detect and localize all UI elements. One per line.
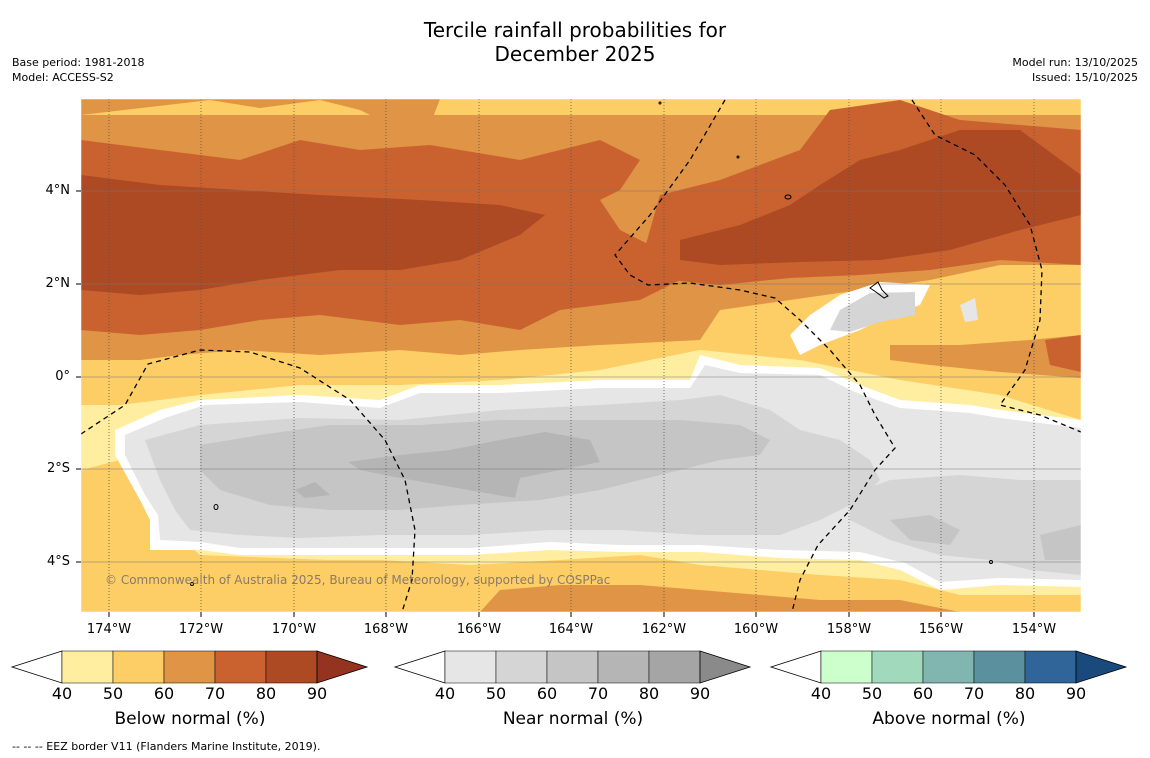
colorbar-swatch xyxy=(922,650,975,684)
region-below-70 xyxy=(81,100,1081,335)
region-near-50-east xyxy=(850,475,1081,575)
model-run: Model run: 13/10/2025 xyxy=(1012,56,1138,69)
region-near-60-east xyxy=(890,515,960,545)
region-below-80 xyxy=(81,130,1081,295)
colorbar-tick: 60 xyxy=(153,684,175,703)
colorbar-tick: 60 xyxy=(912,684,934,703)
colorbar-swatch xyxy=(648,650,701,684)
map-frame xyxy=(80,98,1082,613)
title-line-2: December 2025 xyxy=(494,42,656,66)
colorbar-tick: 40 xyxy=(810,684,832,703)
colorbar-tick: 70 xyxy=(587,684,609,703)
issued-date: Issued: 15/10/2025 xyxy=(1031,71,1138,84)
colorbar-swatch xyxy=(61,650,114,684)
region-near-70-b xyxy=(295,482,330,498)
lon-label: 164°W xyxy=(548,622,594,637)
region-below-70-east xyxy=(1045,335,1081,372)
colorbar-swatch xyxy=(871,650,924,684)
colorbar-label-near: Near normal (%) xyxy=(502,709,644,729)
copyright-notice: © Commonwealth of Australia 2025, Bureau… xyxy=(105,573,611,587)
lon-label: 166°W xyxy=(456,622,502,637)
lat-label: 2°N xyxy=(45,276,71,291)
colorbar-below-normal xyxy=(10,650,369,684)
region-near-north xyxy=(830,292,915,332)
colorbar-swatch xyxy=(1024,650,1077,684)
colorbar-swatch xyxy=(444,650,497,684)
lon-label: 172°W xyxy=(178,622,224,637)
colorbar-label-below: Below normal (%) xyxy=(114,709,266,729)
model-name: Model: ACCESS-S2 xyxy=(12,71,114,84)
colorbar-tick: 50 xyxy=(485,684,507,703)
title-line-1: Tercile rainfall probabilities for xyxy=(423,18,727,42)
colorbar-above-normal xyxy=(769,650,1128,684)
colorbar-tick: 90 xyxy=(306,684,328,703)
lat-label: 4°N xyxy=(45,183,71,198)
colorbar-max-arrow xyxy=(316,650,369,684)
eez-borders xyxy=(81,99,1081,612)
colorbar-swatch xyxy=(495,650,548,684)
colorbar-swatch xyxy=(546,650,599,684)
colorbar-tick: 40 xyxy=(434,684,456,703)
colorbar-tick: 90 xyxy=(1065,684,1087,703)
colorbar-swatch xyxy=(820,650,873,684)
colorbar-swatch xyxy=(112,650,165,684)
lon-label: 160°W xyxy=(733,622,779,637)
islands xyxy=(190,101,993,586)
colorbar-tick: 60 xyxy=(536,684,558,703)
colorbar-swatch xyxy=(597,650,650,684)
eez-footnote: -- -- -- EEZ border V11 (Flanders Marine… xyxy=(12,740,321,753)
lat-label: 4°S xyxy=(46,554,70,569)
region-near-60-east2 xyxy=(1040,525,1081,560)
colorbar-tick: 50 xyxy=(861,684,883,703)
lat-label: 0° xyxy=(55,369,70,384)
colorbar-swatch xyxy=(265,650,318,684)
map-plot-area xyxy=(81,99,1081,612)
region-below-60-south xyxy=(480,585,960,612)
lon-label: 170°W xyxy=(271,622,317,637)
colorbar-max-arrow xyxy=(1075,650,1128,684)
meta-left: Base period: 1981-2018 Model: ACCESS-S2 xyxy=(12,55,144,85)
colorbar-swatch xyxy=(214,650,267,684)
colorbar-near-normal xyxy=(393,650,752,684)
lon-label: 174°W xyxy=(86,622,132,637)
meta-right: Model run: 13/10/2025 Issued: 15/10/2025 xyxy=(1012,55,1138,85)
colorbar-min-arrow xyxy=(10,650,63,684)
colorbar-tick: 70 xyxy=(204,684,226,703)
colorbar-tick: 50 xyxy=(102,684,124,703)
colorbar-min-arrow xyxy=(393,650,446,684)
base-period: Base period: 1981-2018 xyxy=(12,56,145,69)
map-title: Tercile rainfall probabilities for Decem… xyxy=(0,18,1150,66)
lat-label: 2°S xyxy=(46,461,70,476)
axis-ticks xyxy=(76,190,1035,617)
region-near-north-islet xyxy=(960,298,978,322)
lon-label: 156°W xyxy=(918,622,964,637)
colorbar-max-arrow xyxy=(699,650,752,684)
colorbar-tick: 70 xyxy=(963,684,985,703)
lon-label: 158°W xyxy=(826,622,872,637)
lon-label: 162°W xyxy=(641,622,687,637)
region-below-50-south xyxy=(81,460,1081,612)
colorbar-tick: 80 xyxy=(638,684,660,703)
colorbar-tick: 90 xyxy=(689,684,711,703)
colorbar-swatch xyxy=(163,650,216,684)
colorbar-tick: 40 xyxy=(51,684,73,703)
lon-label: 168°W xyxy=(363,622,409,637)
colorbar-label-above: Above normal (%) xyxy=(872,709,1026,729)
lon-label: 154°W xyxy=(1011,622,1057,637)
parallels xyxy=(81,190,1081,563)
region-below-60-east xyxy=(890,335,1081,378)
colorbars xyxy=(10,650,1128,684)
colorbar-tick: 80 xyxy=(1014,684,1036,703)
colorbar-swatch xyxy=(973,650,1026,684)
colorbar-tick: 80 xyxy=(255,684,277,703)
region-near-70 xyxy=(348,432,600,498)
colorbar-min-arrow xyxy=(769,650,822,684)
